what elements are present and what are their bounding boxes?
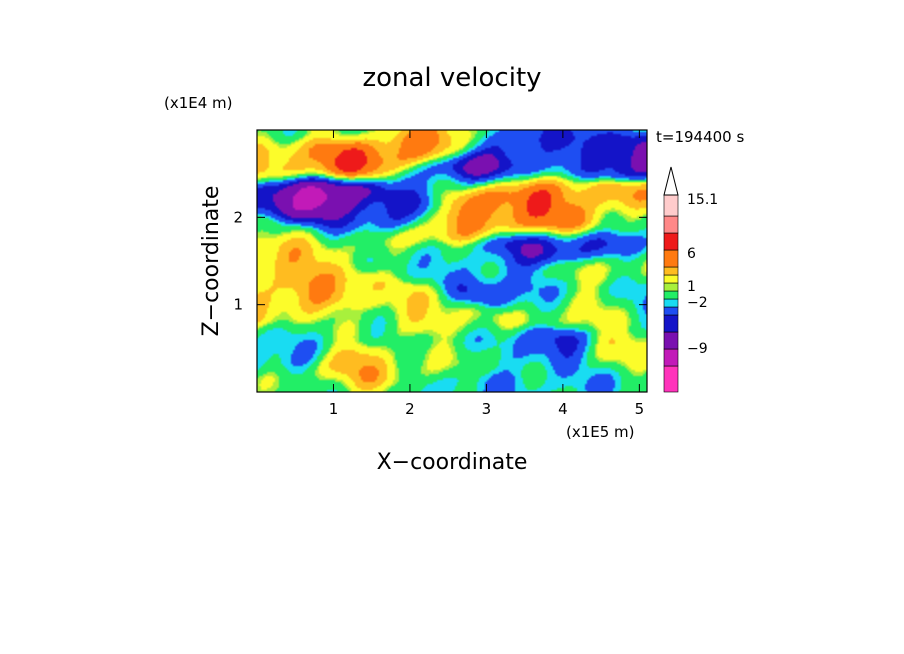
colorbar-arrow (663, 166, 679, 196)
axis-ticks: 1 2 3 4 5 1 2 (233, 130, 647, 418)
x-tick-label: 4 (558, 400, 568, 418)
colorbar-swatch (663, 249, 679, 268)
colorbar-label: 1 (687, 279, 696, 295)
contour-field (256, 129, 648, 393)
x-tick-label: 5 (635, 400, 645, 418)
colorbar-label: −2 (687, 295, 708, 311)
colorbar-swatch (663, 282, 679, 292)
colorbar-swatch (663, 215, 679, 234)
colorbar-swatch (663, 194, 679, 217)
colorbar-swatch (663, 298, 679, 308)
time-label: t=194400 s (656, 128, 744, 146)
y-tick-label: 2 (233, 208, 243, 226)
x-tick-label: 2 (405, 400, 415, 418)
x-axis-title: X−coordinate (377, 450, 528, 475)
x-tick-label: 1 (329, 400, 339, 418)
y-tick-label: 1 (233, 296, 243, 314)
colorbar-swatch (663, 314, 679, 333)
y-unit-label: (x1E4 m) (164, 94, 233, 112)
zonal-velocity-field (257, 130, 647, 392)
colorbar-swatch (663, 290, 679, 300)
colorbar-swatch (663, 331, 679, 350)
x-unit-label: (x1E5 m) (566, 423, 635, 441)
colorbar-swatch (663, 274, 679, 284)
colorbar-swatch (663, 266, 679, 276)
colorbar-swatch (663, 365, 679, 393)
colorbar-swatch (663, 306, 679, 316)
colorbar-label: 6 (687, 246, 696, 262)
x-tick-label: 3 (482, 400, 492, 418)
colorbar-label: −9 (687, 341, 708, 357)
plot-frame (256, 129, 648, 393)
y-axis-title: Z−coordinate (199, 186, 224, 337)
colorbar-label: 15.1 (687, 192, 718, 208)
colorbar-swatch (663, 232, 679, 251)
colorbar: 15.1 6 1−2 −9 (663, 166, 718, 393)
chart-title: zonal velocity (362, 63, 541, 93)
colorbar-swatch (663, 348, 679, 367)
